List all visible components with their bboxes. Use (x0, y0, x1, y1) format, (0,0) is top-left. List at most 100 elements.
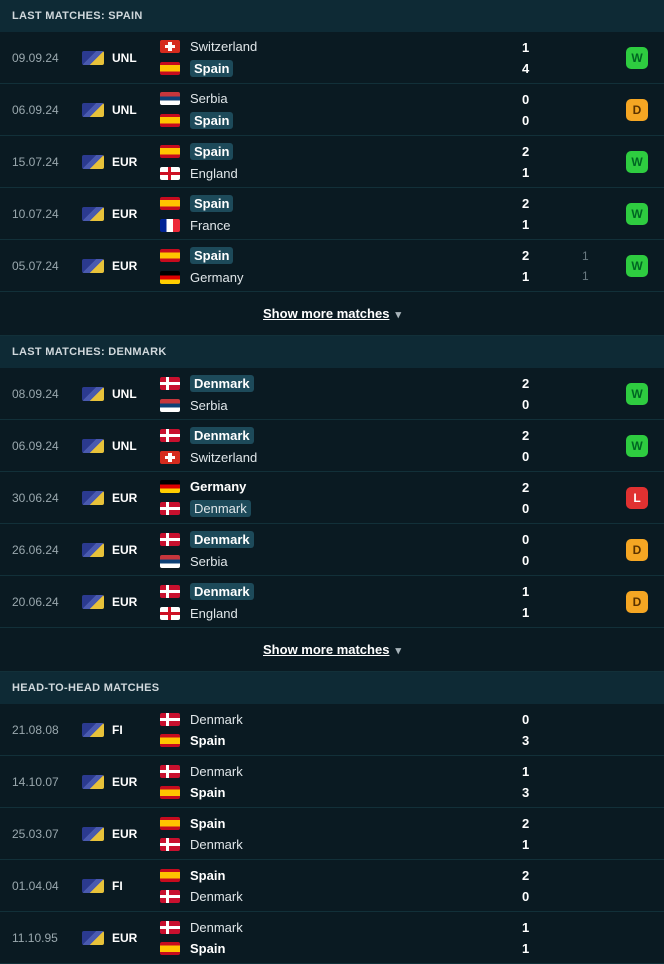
competition-code: EUR (112, 827, 137, 841)
competition-code: UNL (112, 387, 137, 401)
scores-column: 00 (522, 92, 582, 128)
match-row[interactable]: 25.03.07EURSpainDenmark21 (0, 808, 664, 860)
flag-ger-icon (160, 480, 180, 493)
match-row[interactable]: 15.07.24EURSpainEngland21W (0, 136, 664, 188)
result-column: L (622, 487, 652, 509)
result-column: W (622, 255, 652, 277)
team-line: Serbia (160, 398, 522, 413)
flag-esp-icon (160, 942, 180, 955)
chevron-down-icon: ▾ (395, 645, 401, 657)
flag-den-icon (160, 429, 180, 442)
team-name: Spain (190, 733, 225, 748)
team-line: France (160, 218, 522, 233)
match-row[interactable]: 09.09.24UNLSwitzerlandSpain14W (0, 32, 664, 84)
competition-flag-icon (82, 827, 104, 841)
match-row[interactable]: 14.10.07EURDenmarkSpain13 (0, 756, 664, 808)
show-more-label: Show more matches (263, 642, 389, 657)
team-name: Denmark (190, 531, 254, 548)
team-line: England (160, 606, 522, 621)
match-row[interactable]: 30.06.24EURGermanyDenmark20L (0, 472, 664, 524)
extra-column (582, 443, 622, 449)
section-header: LAST MATCHES: SPAIN (0, 0, 664, 32)
flag-esp-icon (160, 734, 180, 747)
match-row[interactable]: 08.09.24UNLDenmarkSerbia20W (0, 368, 664, 420)
score: 2 (522, 144, 529, 159)
extra-score: 1 (582, 249, 589, 263)
team-line: Denmark (160, 764, 522, 779)
team-line: Denmark (160, 712, 522, 727)
score: 2 (522, 428, 529, 443)
result-column: W (622, 383, 652, 405)
team-line: Denmark (160, 837, 522, 852)
competition: FI (82, 879, 160, 893)
match-row[interactable]: 11.10.95EURDenmarkSpain11 (0, 912, 664, 964)
scores-column: 20 (522, 480, 582, 516)
team-name: Spain (190, 247, 233, 264)
match-row[interactable]: 06.09.24UNLDenmarkSwitzerland20W (0, 420, 664, 472)
result-badge-D: D (626, 591, 648, 613)
flag-esp-icon (160, 197, 180, 210)
competition: EUR (82, 259, 160, 273)
team-name: France (190, 218, 230, 233)
scores-column: 11 (522, 920, 582, 956)
team-line: Spain (160, 60, 522, 77)
result-column: D (622, 591, 652, 613)
team-line: Denmark (160, 889, 522, 904)
team-name: Spain (190, 941, 225, 956)
flag-den-icon (160, 377, 180, 390)
match-row[interactable]: 10.07.24EURSpainFrance21W (0, 188, 664, 240)
score: 1 (522, 941, 529, 956)
match-date: 08.09.24 (12, 387, 82, 401)
match-date: 01.04.04 (12, 879, 82, 893)
match-row[interactable]: 01.04.04FISpainDenmark20 (0, 860, 664, 912)
competition-flag-icon (82, 103, 104, 117)
flag-srb-icon (160, 399, 180, 412)
result-column: W (622, 203, 652, 225)
teams-column: DenmarkSwitzerland (160, 427, 522, 465)
team-line: Denmark (160, 920, 522, 935)
match-date: 11.10.95 (12, 931, 82, 945)
match-date: 30.06.24 (12, 491, 82, 505)
show-more-button[interactable]: Show more matches▾ (0, 292, 664, 336)
competition-code: EUR (112, 595, 137, 609)
team-name: Germany (190, 479, 246, 494)
competition-flag-icon (82, 723, 104, 737)
competition-code: FI (112, 723, 123, 737)
flag-esp-icon (160, 869, 180, 882)
team-line: Denmark (160, 583, 522, 600)
score: 1 (522, 217, 529, 232)
match-row[interactable]: 06.09.24UNLSerbiaSpain00D (0, 84, 664, 136)
result-column: W (622, 435, 652, 457)
flag-srb-icon (160, 92, 180, 105)
teams-column: DenmarkSpain (160, 764, 522, 800)
score: 0 (522, 712, 529, 727)
competition-flag-icon (82, 387, 104, 401)
teams-column: Denmark Serbia (160, 375, 522, 413)
team-name: Spain (190, 60, 233, 77)
match-row[interactable]: 20.06.24EURDenmarkEngland11D (0, 576, 664, 628)
competition: EUR (82, 491, 160, 505)
score: 1 (522, 837, 529, 852)
team-name: Serbia (190, 554, 228, 569)
team-name: Spain (190, 816, 225, 831)
flag-esp-icon (160, 786, 180, 799)
match-row[interactable]: 21.08.08FIDenmarkSpain03 (0, 704, 664, 756)
score: 1 (522, 605, 529, 620)
result-badge-L: L (626, 487, 648, 509)
competition-flag-icon (82, 931, 104, 945)
result-column: D (622, 99, 652, 121)
teams-column: SpainEngland (160, 143, 522, 181)
flag-esp-icon (160, 62, 180, 75)
flag-eng-icon (160, 167, 180, 180)
team-line: Denmark (160, 375, 522, 392)
extra-column: 11 (582, 249, 622, 283)
section-header: HEAD-TO-HEAD MATCHES (0, 672, 664, 704)
match-date: 25.03.07 (12, 827, 82, 841)
match-date: 09.09.24 (12, 51, 82, 65)
teams-column: SerbiaSpain (160, 91, 522, 129)
match-row[interactable]: 05.07.24EURSpainGermany2111W (0, 240, 664, 292)
flag-sui-icon (160, 40, 180, 53)
match-date: 20.06.24 (12, 595, 82, 609)
show-more-button[interactable]: Show more matches ▾ (0, 628, 664, 672)
match-row[interactable]: 26.06.24EURDenmarkSerbia00D (0, 524, 664, 576)
